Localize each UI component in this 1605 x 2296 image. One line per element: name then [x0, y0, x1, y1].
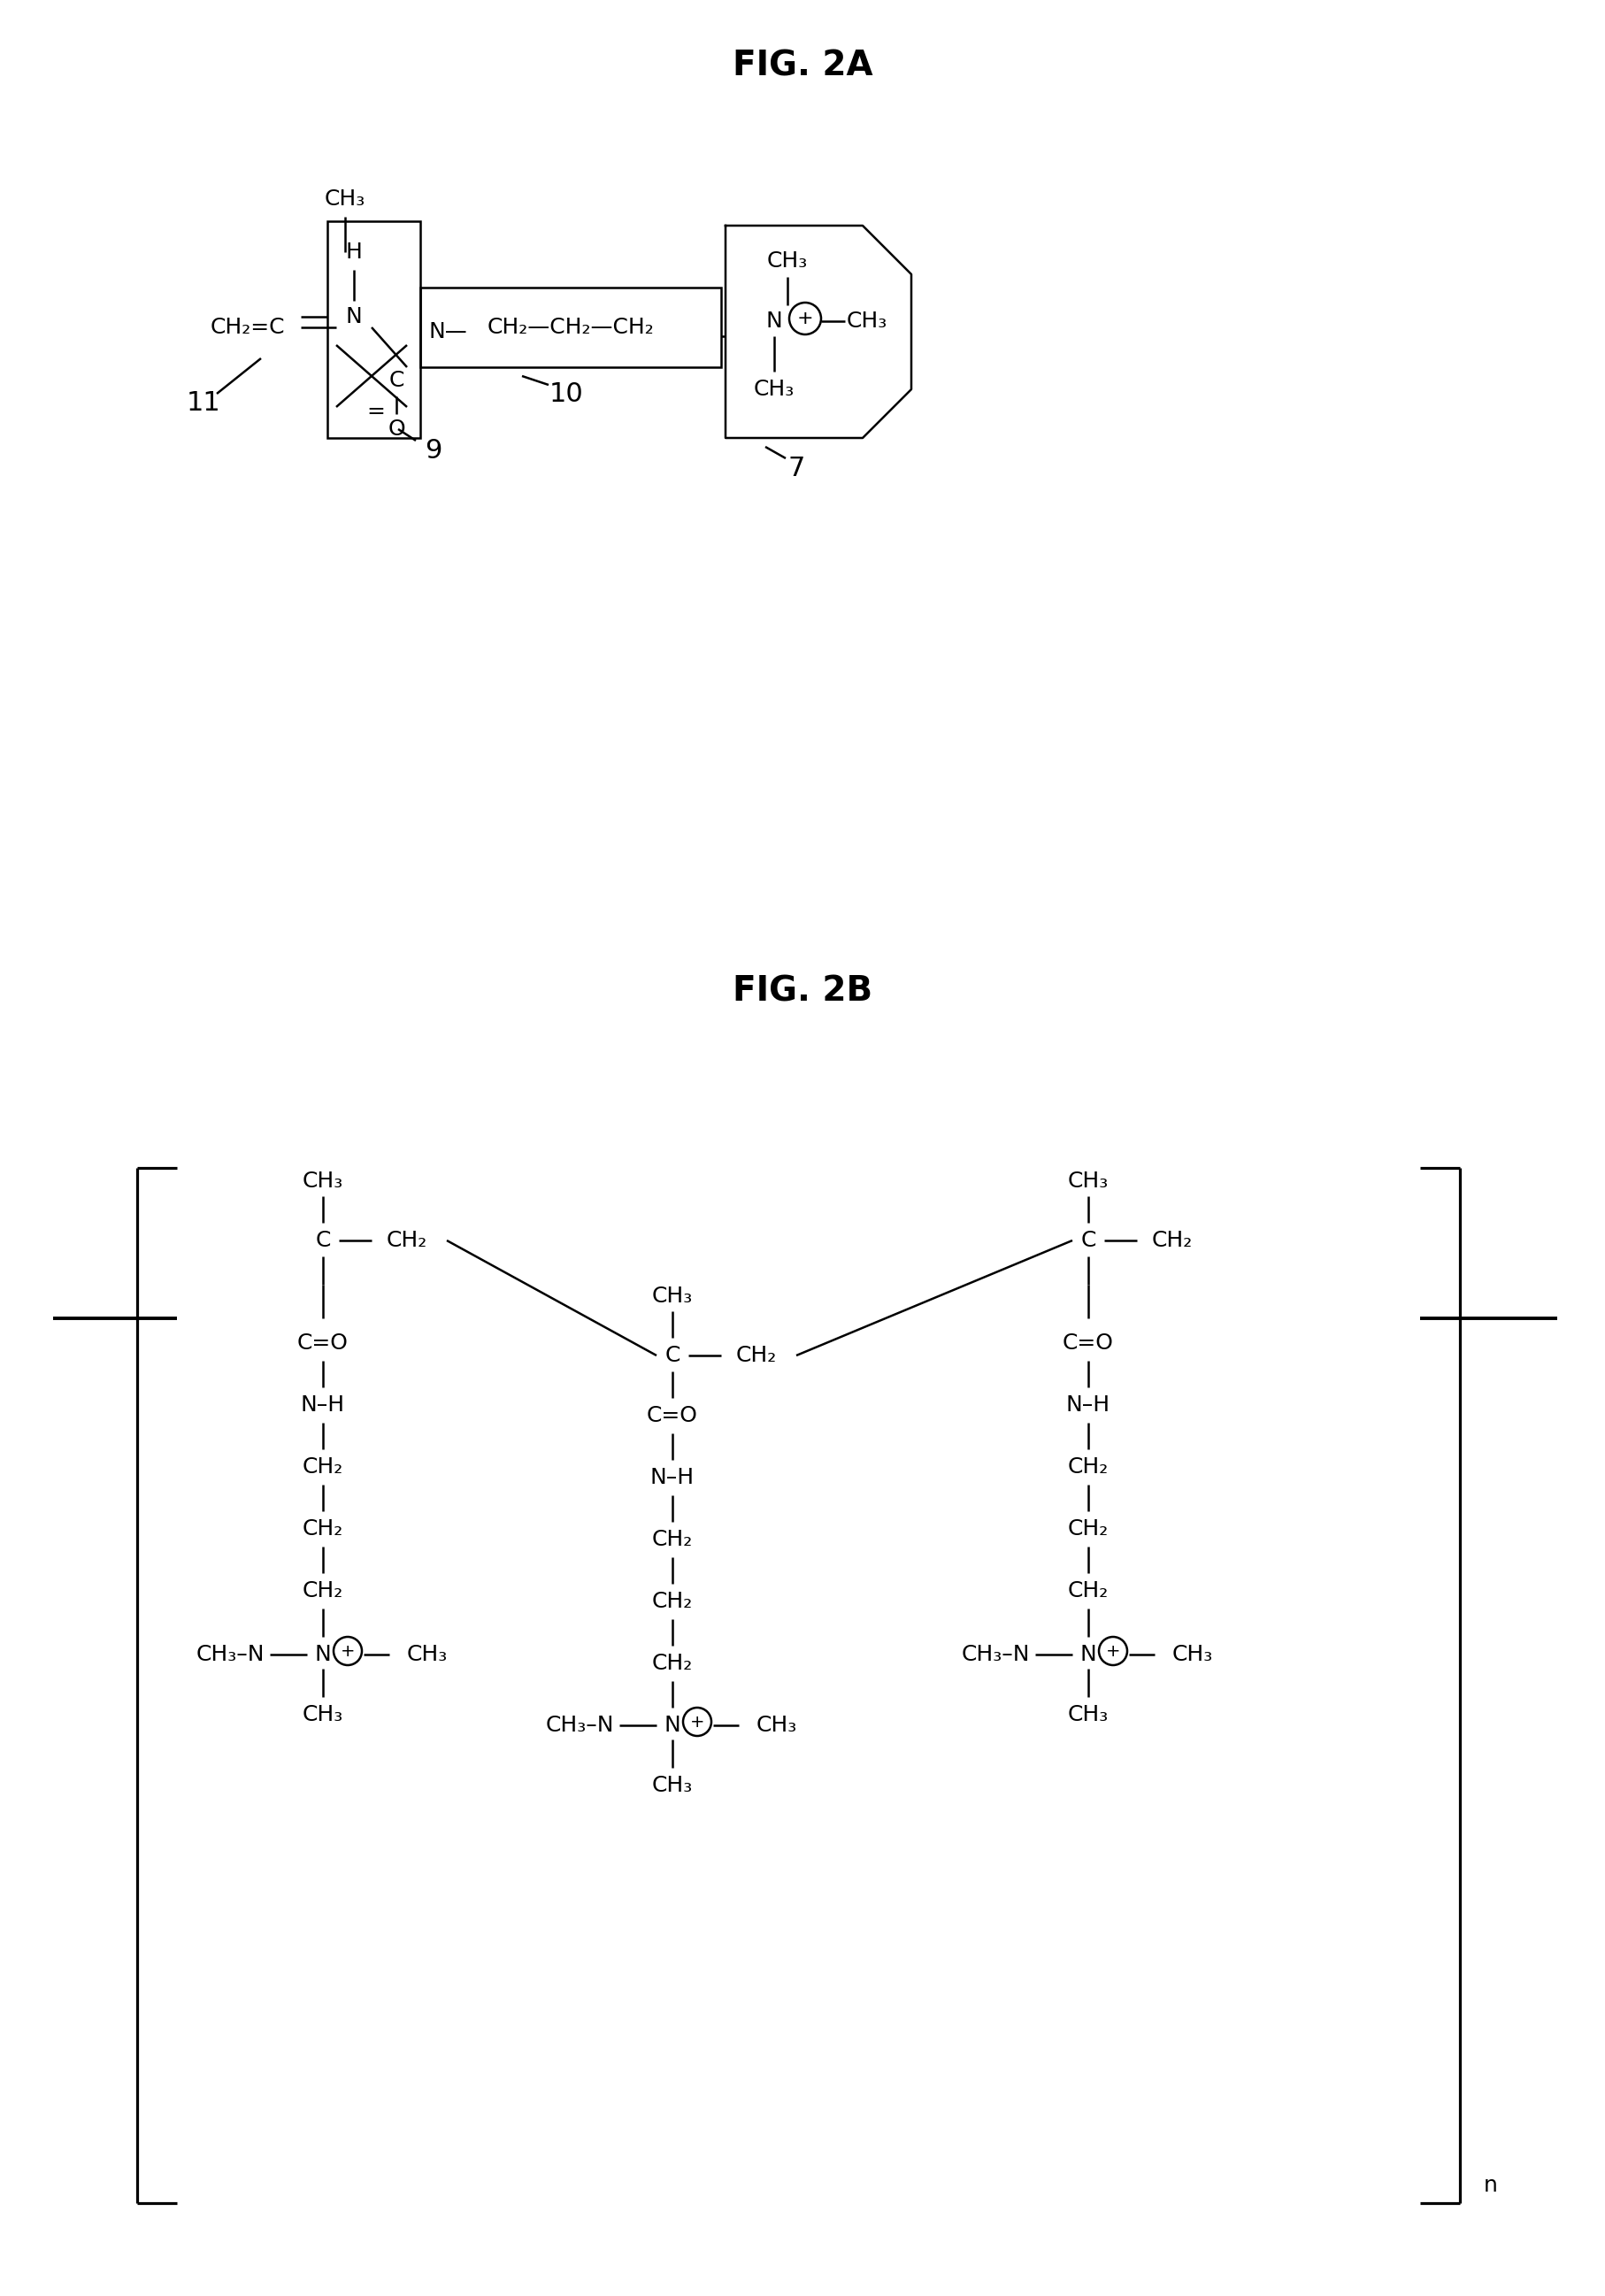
- Bar: [421, 287, 721, 367]
- Bar: [327, 220, 421, 439]
- Text: CH₂: CH₂: [1067, 1580, 1107, 1600]
- Text: CH₂: CH₂: [1067, 1456, 1107, 1479]
- Text: 7: 7: [788, 457, 804, 482]
- Text: C: C: [664, 1345, 681, 1366]
- Text: CH₃: CH₃: [302, 1171, 343, 1192]
- Text: CH₃: CH₃: [652, 1775, 692, 1795]
- Text: C: C: [315, 1231, 331, 1251]
- Text: CH₂: CH₂: [302, 1580, 343, 1600]
- Text: 11: 11: [186, 390, 220, 416]
- Text: H: H: [345, 241, 363, 262]
- Text: CH₃: CH₃: [406, 1644, 448, 1665]
- Text: N: N: [664, 1715, 681, 1736]
- Text: +: +: [340, 1642, 355, 1660]
- Text: CH₃: CH₃: [753, 379, 794, 400]
- Text: CH₃: CH₃: [1067, 1704, 1107, 1724]
- Text: CH₃: CH₃: [756, 1715, 796, 1736]
- Text: N–H: N–H: [650, 1467, 695, 1488]
- Text: CH₃: CH₃: [1172, 1644, 1212, 1665]
- Text: CH₂: CH₂: [1151, 1231, 1193, 1251]
- Text: CH₂: CH₂: [652, 1591, 692, 1612]
- Text: CH₃: CH₃: [1067, 1171, 1107, 1192]
- Text: CH₃: CH₃: [846, 310, 888, 333]
- Text: CH₂: CH₂: [652, 1529, 692, 1550]
- Text: 10: 10: [549, 381, 583, 406]
- Text: CH₂=C: CH₂=C: [210, 317, 286, 338]
- Text: N: N: [345, 305, 363, 328]
- Text: CH₃: CH₃: [652, 1286, 692, 1306]
- Text: N–H: N–H: [300, 1394, 345, 1417]
- Text: C=O: C=O: [647, 1405, 698, 1426]
- Text: +: +: [690, 1713, 705, 1731]
- Text: N: N: [766, 310, 782, 333]
- Text: N—: N—: [429, 321, 467, 342]
- Text: N: N: [315, 1644, 331, 1665]
- Text: CH₃–N: CH₃–N: [960, 1644, 1029, 1665]
- Text: CH₃: CH₃: [767, 250, 807, 271]
- Text: 9: 9: [425, 439, 441, 464]
- Text: C: C: [1080, 1231, 1095, 1251]
- Text: CH₂: CH₂: [387, 1231, 427, 1251]
- Text: N–H: N–H: [1066, 1394, 1109, 1417]
- Text: CH₃: CH₃: [324, 188, 366, 209]
- Text: C=O: C=O: [1063, 1332, 1114, 1355]
- Text: CH₂—CH₂—CH₂: CH₂—CH₂—CH₂: [486, 317, 653, 338]
- Text: C=O: C=O: [297, 1332, 348, 1355]
- Text: CH₂: CH₂: [302, 1456, 343, 1479]
- Text: O: O: [387, 418, 404, 441]
- Text: CH₂: CH₂: [652, 1653, 692, 1674]
- Text: FIG. 2B: FIG. 2B: [732, 974, 872, 1008]
- Text: CH₂: CH₂: [302, 1518, 343, 1541]
- Text: +: +: [796, 310, 814, 328]
- Text: CH₃–N: CH₃–N: [196, 1644, 265, 1665]
- Text: N: N: [1080, 1644, 1096, 1665]
- Text: CH₂: CH₂: [1067, 1518, 1107, 1541]
- Text: FIG. 2A: FIG. 2A: [732, 51, 872, 83]
- Text: CH₂: CH₂: [735, 1345, 777, 1366]
- Text: +: +: [1106, 1642, 1120, 1660]
- Text: CH₃: CH₃: [302, 1704, 343, 1724]
- Text: =: =: [366, 402, 385, 422]
- Text: CH₃–N: CH₃–N: [546, 1715, 613, 1736]
- Text: n: n: [1483, 2174, 1497, 2195]
- Text: C: C: [388, 370, 404, 390]
